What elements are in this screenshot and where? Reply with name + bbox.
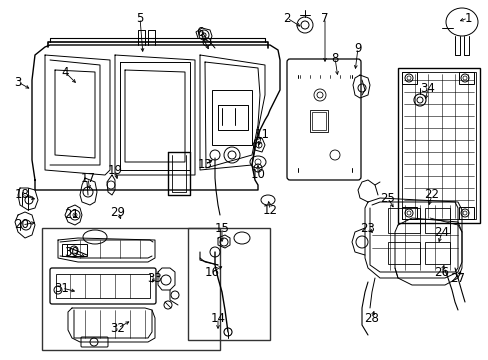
Text: 16: 16 [204,266,219,279]
Text: 3: 3 [14,76,21,89]
Text: 27: 27 [449,271,465,284]
Text: 10: 10 [250,168,265,181]
Text: 32: 32 [110,321,125,334]
Bar [387,242,419,264]
Text: 30: 30 [64,246,79,258]
Bar [458,207,473,219]
Bar [56,274,150,298]
Text: 22: 22 [424,189,439,202]
Text: 33: 33 [147,271,162,284]
Text: 12: 12 [262,203,277,216]
Bar [458,72,473,84]
Bar [309,110,327,132]
Text: 6: 6 [196,26,203,39]
Text: 4: 4 [61,66,69,78]
Text: 21: 21 [64,208,80,221]
Text: 20: 20 [15,219,29,231]
Bar [397,68,479,223]
Text: 15: 15 [214,221,229,234]
Text: 25: 25 [380,192,395,204]
Bar [401,207,416,219]
Bar [387,208,419,233]
Text: 8: 8 [331,51,338,64]
Text: 13: 13 [197,158,212,171]
Text: 18: 18 [15,189,29,202]
Text: 29: 29 [110,206,125,219]
Text: 14: 14 [210,311,225,324]
Bar [424,242,449,264]
Text: 2: 2 [283,12,290,24]
Bar [401,72,416,84]
Text: 19: 19 [107,163,122,176]
Text: 34: 34 [420,81,434,94]
Text: 7: 7 [321,12,328,24]
Text: 23: 23 [360,221,375,234]
Text: 28: 28 [364,311,379,324]
Bar [424,208,449,233]
Text: 1: 1 [463,12,471,24]
Bar [311,112,325,130]
Bar [62,244,87,256]
Bar [401,72,475,219]
Bar [212,90,251,145]
Text: 9: 9 [353,41,361,54]
Text: 24: 24 [434,225,448,238]
Bar [187,228,269,340]
Text: 5: 5 [136,12,143,24]
Text: 31: 31 [55,282,69,294]
Text: 17: 17 [81,171,95,184]
Bar [42,228,220,350]
Text: 26: 26 [434,266,448,279]
Text: 11: 11 [254,129,269,141]
